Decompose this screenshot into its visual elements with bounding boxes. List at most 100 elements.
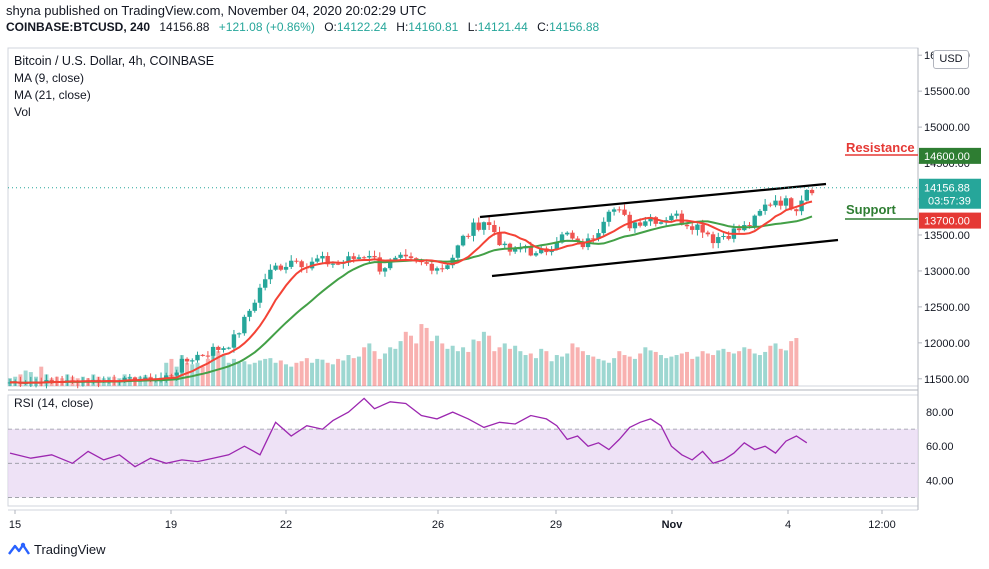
volume-bar: [502, 343, 507, 386]
countdown-tag: 03:57:39: [928, 196, 971, 208]
candle-body: [679, 213, 685, 225]
rsi-line: [9, 397, 808, 468]
volume-bar: [523, 355, 528, 386]
volume-bar: [23, 370, 28, 386]
volume-bar: [445, 348, 450, 386]
candle-body: [398, 254, 403, 258]
support-label: Support: [846, 202, 896, 217]
candle-body: [653, 217, 658, 224]
volume-bar: [679, 353, 684, 386]
candle-body: [445, 265, 450, 269]
volume-bar: [570, 343, 575, 386]
low-label: L:: [467, 20, 478, 34]
volume-bar: [554, 355, 559, 386]
candle-body: [231, 334, 237, 348]
volume-bar: [190, 364, 195, 386]
volume-bar: [575, 347, 580, 386]
volume-bar: [278, 360, 283, 386]
volume-bar: [544, 351, 549, 386]
candle-body: [268, 269, 273, 280]
volume-bar: [565, 353, 570, 386]
candle-body: [783, 198, 789, 206]
candle-body: [262, 279, 268, 288]
candle-body: [606, 211, 612, 222]
time-tick-label: Nov: [662, 519, 684, 531]
candle-body: [200, 354, 205, 356]
volume-bar: [794, 338, 799, 386]
volume-bar: [200, 366, 205, 386]
volume-bar: [356, 356, 361, 386]
candle-body: [252, 302, 257, 311]
volume-bar: [455, 351, 460, 386]
channel-lower-line: [491, 238, 839, 278]
legend-volume: Vol: [14, 105, 31, 119]
candle-body: [195, 354, 200, 361]
rsi-tick-label: 80.00: [926, 407, 954, 419]
candle-body: [164, 375, 169, 378]
volume-bar: [705, 353, 710, 386]
volume-bar: [533, 358, 538, 386]
chart-title: Bitcoin / U.S. Dollar, 4h, COINBASE: [14, 54, 215, 68]
volume-bar: [372, 351, 377, 386]
volume-bar: [377, 358, 382, 386]
time-tick-label: 12:00: [868, 519, 896, 531]
candle-body: [356, 257, 362, 259]
volume-bar: [768, 345, 773, 386]
candle-body: [736, 228, 742, 231]
volume-bar: [669, 356, 674, 386]
candle-body: [768, 204, 773, 206]
price-tick-label: 12500.00: [924, 302, 970, 314]
volume-bar: [648, 350, 653, 386]
candle-body: [273, 265, 278, 270]
rsi-tick-label: 60.00: [926, 441, 954, 453]
candle-body: [716, 237, 721, 244]
candle-body: [434, 268, 440, 271]
resistance-label: Resistance: [846, 140, 915, 155]
volume-bar: [388, 347, 393, 386]
candle-body: [424, 262, 429, 264]
candle-body: [497, 232, 502, 246]
candle-body: [387, 260, 393, 269]
volume-bar: [320, 359, 325, 386]
volume-bar: [424, 327, 429, 386]
candle-body: [471, 222, 476, 236]
candle-body: [690, 226, 695, 230]
volume-bar: [304, 358, 309, 386]
candle-body: [658, 222, 664, 224]
tradingview-logo-icon: [8, 542, 30, 555]
ohlc-header: COINBASE:BTCUSD, 240 14156.88 +121.08 (+…: [6, 20, 599, 34]
candle-body: [330, 263, 336, 265]
candle-body: [492, 225, 497, 233]
volume-bar: [419, 324, 424, 386]
price-tick-label: 13000.00: [924, 266, 970, 278]
candle-body: [512, 248, 518, 252]
currency-button[interactable]: USD: [933, 50, 969, 69]
candle-body: [351, 256, 356, 259]
candle-body: [169, 375, 174, 377]
volume-bar: [466, 351, 471, 386]
volume-bar: [325, 362, 330, 386]
volume-bar: [39, 366, 44, 386]
footer-brand[interactable]: TradingView: [8, 541, 106, 557]
candle-body: [382, 268, 388, 272]
close-value: 14156.88: [549, 20, 600, 34]
volume-bar: [752, 353, 757, 386]
volume-bar: [169, 358, 174, 386]
volume-bar: [315, 358, 320, 386]
volume-bar: [252, 362, 257, 386]
volume-bar: [346, 355, 351, 386]
volume-bar: [294, 362, 299, 386]
price-tick-label: 12000.00: [924, 338, 970, 350]
volume-bar: [763, 351, 768, 386]
candle-body: [570, 232, 575, 239]
volume-bar: [440, 343, 445, 386]
volume-bar: [362, 347, 367, 386]
time-tick-label: 29: [550, 519, 562, 531]
volume-bar: [414, 343, 419, 386]
volume-bar: [461, 347, 466, 386]
volume-bar: [747, 348, 752, 386]
candle-body: [705, 232, 711, 235]
candle-body: [335, 263, 341, 265]
high-label: H:: [396, 20, 409, 34]
